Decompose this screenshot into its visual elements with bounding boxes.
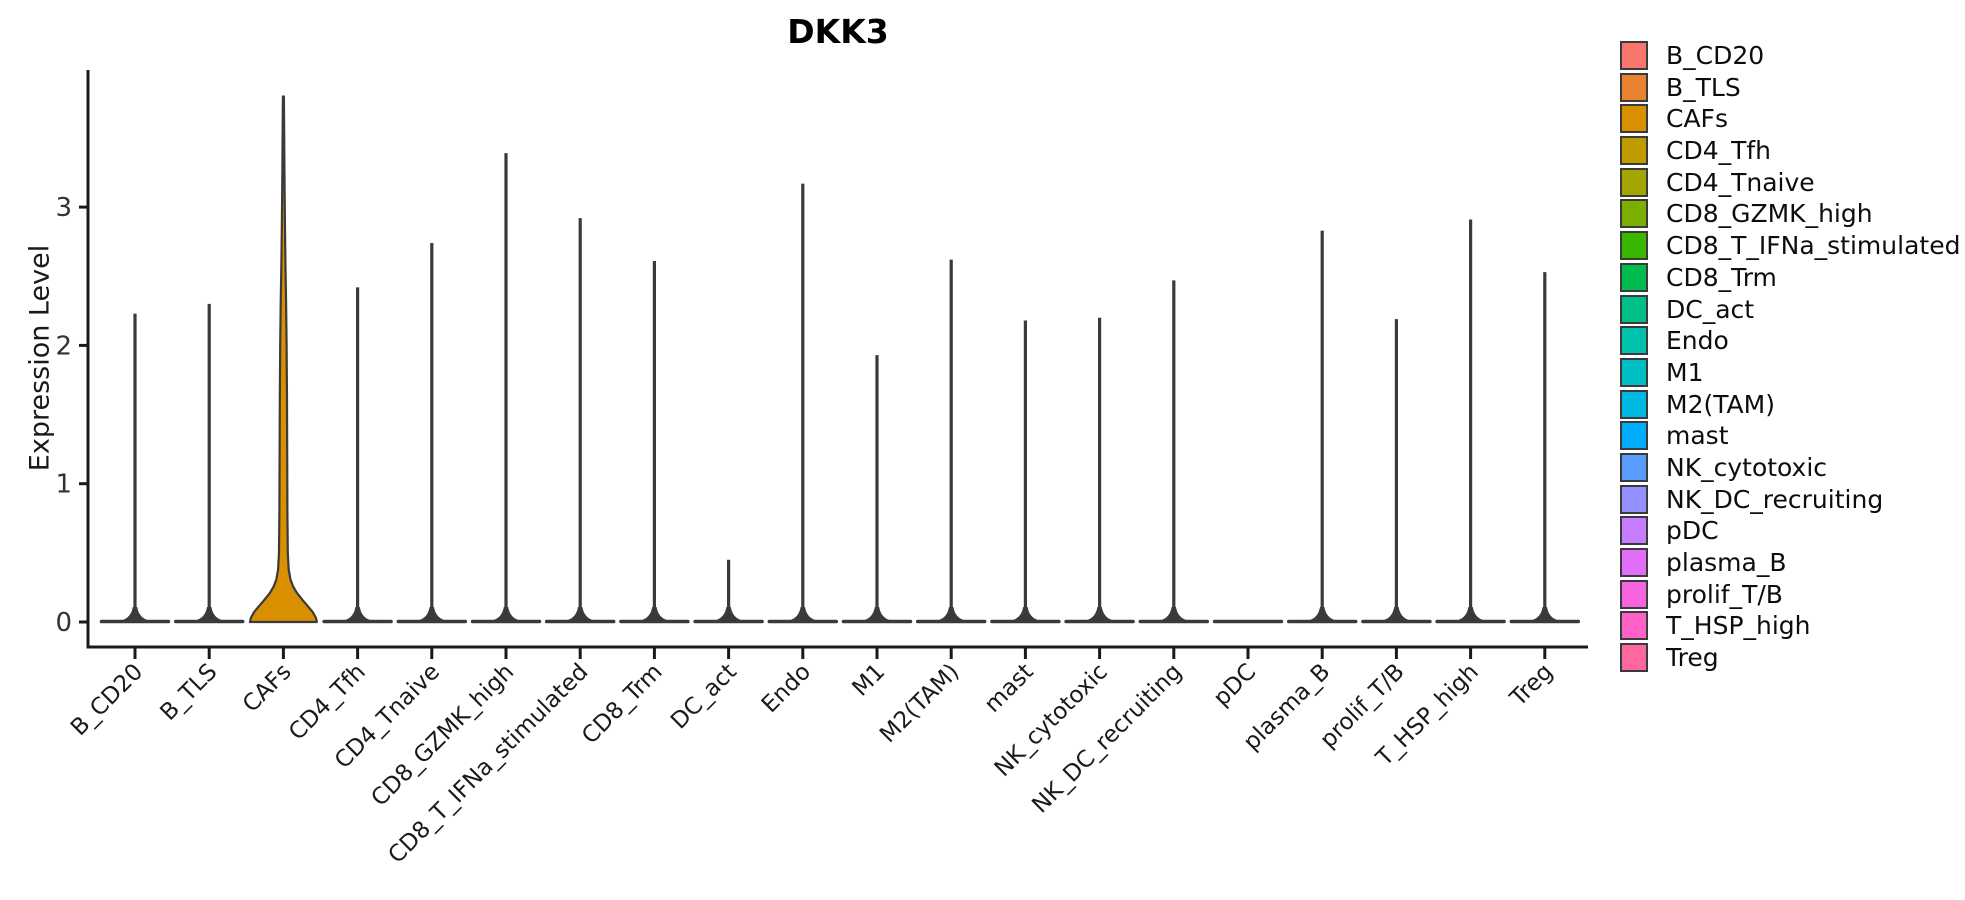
legend-item-label: CD8_T_IFNa_stimulated xyxy=(1666,231,1961,261)
y-tick-label: 1 xyxy=(55,470,72,500)
legend-swatch xyxy=(1620,294,1648,324)
x-tick-label: mast xyxy=(980,659,1039,718)
legend-item: DC_act xyxy=(1620,294,1960,324)
legend-item: CD8_T_IFNa_stimulated xyxy=(1620,231,1961,261)
x-tick-label: Endo xyxy=(757,659,816,718)
legend-item-label: CD8_Trm xyxy=(1666,262,1777,292)
legend-item: Endo xyxy=(1620,326,1960,356)
legend-item-label: Treg xyxy=(1666,643,1719,673)
legend-item: CD8_Trm xyxy=(1620,262,1960,292)
legend-item-label: NK_cytotoxic xyxy=(1666,452,1828,482)
x-tick-label: Treg xyxy=(1505,659,1558,712)
legend-item-label: CAFs xyxy=(1666,104,1728,134)
x-tick-label: DC_act xyxy=(666,659,742,735)
legend-item: prolif_T/B xyxy=(1620,579,1960,609)
violin-CAFs xyxy=(248,95,318,624)
legend-swatch xyxy=(1620,136,1648,166)
legend-item: NK_cytotoxic xyxy=(1620,452,1960,482)
legend-item-label: plasma_B xyxy=(1666,548,1787,577)
legend-swatch xyxy=(1620,199,1648,229)
y-tick-label: 2 xyxy=(55,331,72,361)
legend-item-label: pDC xyxy=(1666,516,1719,546)
y-tick-label: 3 xyxy=(55,193,72,223)
legend-swatch xyxy=(1620,167,1648,197)
legend-swatch xyxy=(1620,516,1648,546)
plot-title: DKK3 xyxy=(787,12,889,51)
legend-swatch xyxy=(1620,72,1648,102)
legend-item-label: CD4_Tnaive xyxy=(1666,167,1815,197)
legend-swatch xyxy=(1620,41,1648,70)
x-tick-label: CD8_GZMK_high xyxy=(366,659,519,812)
x-tick-label: M1 xyxy=(847,659,890,702)
y-tick-label: 0 xyxy=(55,608,72,638)
legend-swatch xyxy=(1620,452,1648,482)
legend-item: pDC xyxy=(1620,516,1960,546)
legend-item-label: M2(TAM) xyxy=(1666,389,1775,419)
legend-swatch xyxy=(1620,421,1648,451)
legend-swatch xyxy=(1620,484,1648,514)
legend-item-label: B_TLS xyxy=(1666,72,1741,102)
legend-item: NK_DC_recruiting xyxy=(1620,484,1960,514)
legend-item: CD4_Tfh xyxy=(1620,136,1960,166)
legend-item: B_TLS xyxy=(1620,72,1960,102)
x-tick-label: B_CD20 xyxy=(66,659,148,741)
legend-item-label: CD4_Tfh xyxy=(1666,136,1772,166)
legend-item-label: DC_act xyxy=(1666,294,1755,324)
legend-item: M1 xyxy=(1620,357,1960,387)
legend-item: mast xyxy=(1620,421,1960,451)
x-tick-label: B_TLS xyxy=(155,659,222,726)
legend-item-label: prolif_T/B xyxy=(1666,579,1783,609)
legend-item-label: mast xyxy=(1666,421,1729,451)
legend-item: plasma_B xyxy=(1620,548,1960,577)
legend: B_CD20 B_TLS CAFs CD4_Tfh CD4_Tnaive CD8… xyxy=(1620,41,1960,675)
legend-item: CD4_Tnaive xyxy=(1620,167,1960,197)
legend-item-label: T_HSP_high xyxy=(1666,611,1811,641)
legend-item: M2(TAM) xyxy=(1620,389,1960,419)
legend-swatch xyxy=(1620,231,1648,261)
legend-swatch xyxy=(1620,326,1648,356)
legend-swatch xyxy=(1620,548,1648,577)
legend-item: B_CD20 xyxy=(1620,41,1960,70)
legend-item-label: Endo xyxy=(1666,326,1729,356)
legend-swatch xyxy=(1620,611,1648,641)
legend-swatch xyxy=(1620,357,1648,387)
legend-item: T_HSP_high xyxy=(1620,611,1960,641)
legend-swatch xyxy=(1620,579,1648,609)
legend-item-label: B_CD20 xyxy=(1666,41,1765,70)
legend-swatch xyxy=(1620,104,1648,134)
x-tick-label: M2(TAM) xyxy=(875,659,964,748)
x-tick-label: CD8_Trm xyxy=(577,659,668,750)
legend-item: Treg xyxy=(1620,643,1960,673)
legend-item-label: NK_DC_recruiting xyxy=(1666,484,1884,514)
legend-item: CAFs xyxy=(1620,104,1960,134)
legend-item-label: M1 xyxy=(1666,357,1704,387)
legend-item-label: CD8_GZMK_high xyxy=(1666,199,1873,229)
legend-swatch xyxy=(1620,643,1648,673)
legend-item: CD8_GZMK_high xyxy=(1620,199,1960,229)
x-tick-label: pDC xyxy=(1209,659,1262,712)
x-tick-label: CAFs xyxy=(238,659,297,718)
legend-swatch xyxy=(1620,389,1648,419)
legend-swatch xyxy=(1620,262,1648,292)
